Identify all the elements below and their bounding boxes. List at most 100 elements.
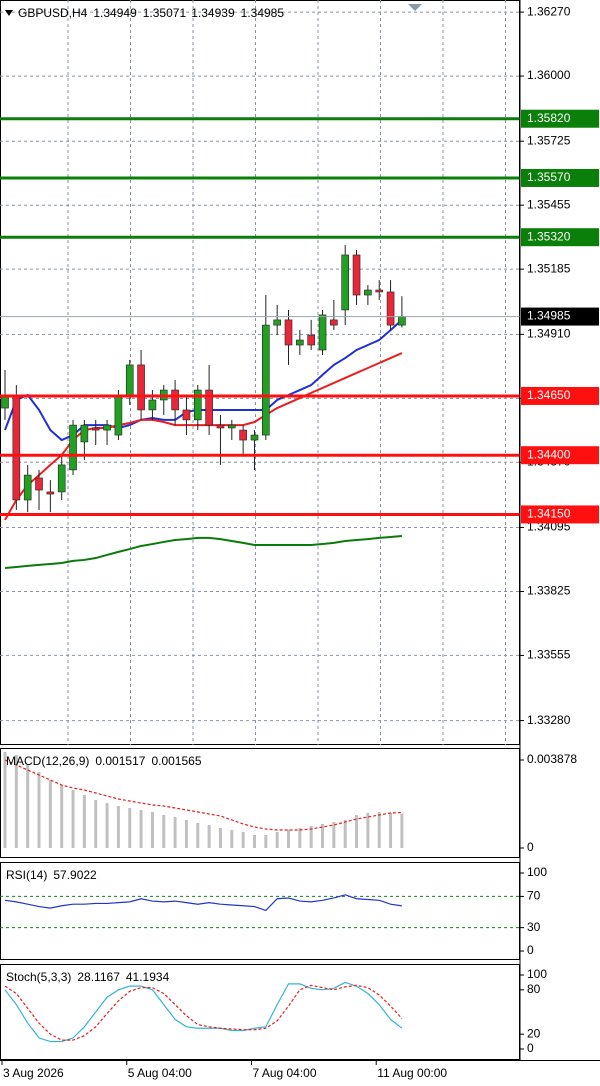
x-tick-label: 3 Aug 2026 <box>3 1066 64 1080</box>
histogram-bar <box>128 807 132 848</box>
histogram-bar <box>241 831 245 848</box>
histogram-bar <box>173 816 177 848</box>
y-tick-label: 1.35185 <box>527 261 571 275</box>
y-tick-label: 1.33280 <box>527 713 571 727</box>
histogram-bar <box>218 828 222 848</box>
header-value: 57.9022 <box>53 868 97 882</box>
x-tick-label: 11 Aug 00:00 <box>377 1066 447 1080</box>
x-tick-label: 5 Aug 04:00 <box>128 1066 192 1080</box>
candle-body <box>114 394 123 436</box>
histogram-bar <box>116 805 120 848</box>
header-value: 0.001517 <box>95 754 145 768</box>
header-value: 0.001565 <box>151 754 201 768</box>
y-tick-label: 1.34910 <box>527 327 571 341</box>
indicator-line <box>4 981 403 1043</box>
y-tick-label: 1.36270 <box>527 4 571 18</box>
last-price-box <box>521 307 599 326</box>
level-label-box <box>521 446 599 465</box>
y-tick-label: 20 <box>527 1026 541 1040</box>
candle-body <box>182 409 191 421</box>
candle-body <box>386 291 395 326</box>
histogram-bar <box>343 819 347 848</box>
histogram-bar <box>3 751 7 848</box>
candle-body <box>375 289 384 293</box>
histogram-bar <box>400 813 404 848</box>
header-value: 28.1167 <box>77 970 120 984</box>
histogram-bar <box>332 821 336 848</box>
candle-body <box>103 424 111 431</box>
histogram-bar <box>264 834 268 848</box>
candle-body <box>273 319 281 326</box>
candle-body <box>46 491 55 495</box>
histogram-bar <box>366 813 370 848</box>
header-value: 1.34985 <box>241 6 285 20</box>
level-label: 1.34150 <box>527 507 571 521</box>
candle-body <box>171 389 179 411</box>
candle-body <box>228 424 236 429</box>
last-price-label: 1.34985 <box>527 309 571 323</box>
level-label: 1.34650 <box>527 388 571 402</box>
panel-header: RSI(14) 57.9022 <box>6 868 97 882</box>
panel-header: MACD(12,26,9) 0.001517 0.001565 <box>6 754 202 768</box>
panel-header: Stoch(5,3,3) 28.1167 41.1934 <box>6 970 170 984</box>
histogram-bar <box>275 831 279 848</box>
panel-title: Stoch(5,3,3) <box>6 970 71 984</box>
histogram-bar <box>71 789 75 848</box>
histogram-bar <box>105 803 109 848</box>
candle-body <box>296 339 304 346</box>
candle-body <box>205 389 213 426</box>
indicator-line <box>4 759 402 831</box>
candle-body <box>330 319 338 326</box>
histogram-bar <box>287 830 290 848</box>
histogram-bar <box>162 815 166 848</box>
level-label: 1.35570 <box>527 170 571 184</box>
y-tick-label: 1.33825 <box>527 584 571 598</box>
y-tick-label: 100 <box>527 967 547 981</box>
indicator-line <box>4 984 403 1041</box>
header-value: 41.1934 <box>126 970 170 984</box>
level-label-box <box>521 386 599 405</box>
y-tick-label: 100 <box>527 865 547 879</box>
histogram-bar <box>14 754 18 848</box>
level-label: 1.35320 <box>527 229 571 243</box>
candle-body <box>284 319 293 346</box>
header-value: 1.34949 <box>93 6 137 20</box>
candle-body <box>307 334 315 346</box>
candle-body <box>193 389 202 421</box>
panel-title: GBPUSD,H4 <box>18 6 88 20</box>
y-tick-label: 0 <box>527 840 534 854</box>
indicator-line <box>4 894 402 912</box>
level-label-box <box>521 228 599 247</box>
histogram-bar <box>196 822 200 848</box>
histogram-bar <box>37 772 41 848</box>
candle-body <box>35 477 43 491</box>
histogram-bar <box>184 819 188 848</box>
y-tick-label: 80 <box>527 982 541 996</box>
candle-body <box>125 364 134 396</box>
y-tick-label: 1.33555 <box>527 648 571 662</box>
header-marker <box>5 10 13 16</box>
y-tick-label: 0.003878 <box>527 752 577 766</box>
histogram-bar <box>298 828 302 848</box>
histogram-bar <box>60 785 64 848</box>
level-label: 1.34400 <box>527 447 571 461</box>
y-tick-label: 70 <box>527 889 541 903</box>
histogram-bar <box>377 811 381 848</box>
candle-body <box>91 427 100 431</box>
candle-body <box>250 434 259 441</box>
level-label-box <box>521 505 599 524</box>
y-tick-label: 1.35455 <box>527 197 571 211</box>
y-tick-label: 0 <box>527 943 534 957</box>
candle-body <box>341 254 350 311</box>
level-label: 1.35820 <box>527 111 571 125</box>
shift-marker <box>408 4 422 11</box>
candle-body <box>364 289 372 296</box>
candle-body <box>262 324 270 436</box>
y-tick-label: 0 <box>527 1041 534 1055</box>
candle-body <box>23 474 32 501</box>
panel-header: GBPUSD,H4 1.34949 1.35071 1.34939 1.34985 <box>18 6 284 20</box>
candle-body <box>148 399 157 411</box>
candle-body <box>318 314 327 351</box>
